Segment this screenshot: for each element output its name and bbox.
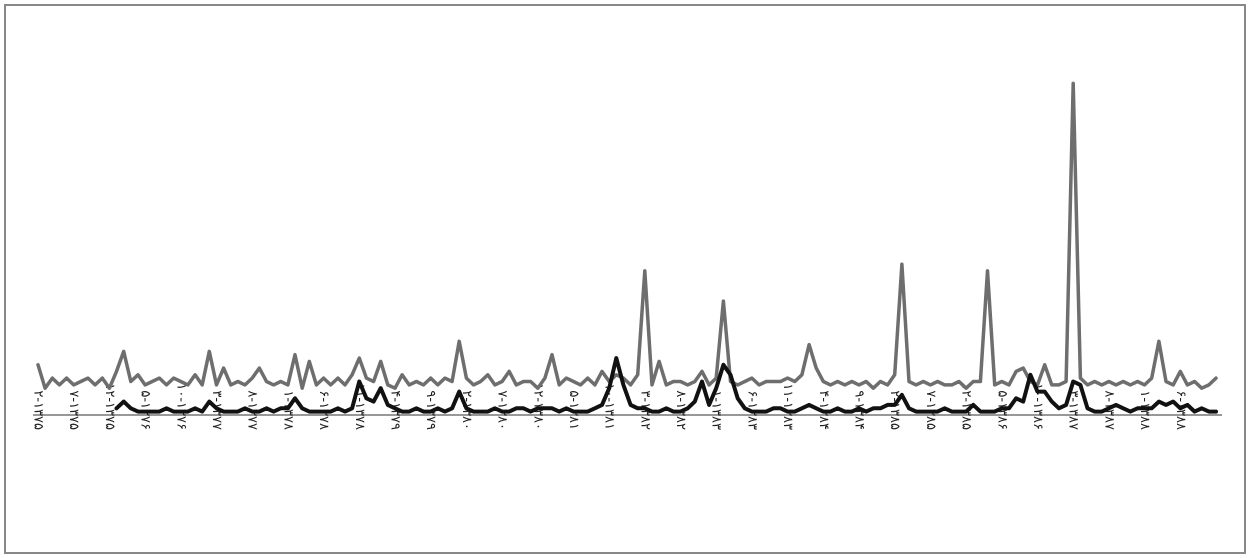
- x-tick-label: ۷-۱۳۷۵: [66, 390, 81, 430]
- x-tick-label: ۱۱-۱۳۸۳: [780, 383, 795, 430]
- x-tick-label: ۱۲-۱۳۷۵: [102, 383, 117, 430]
- chart: ۲-۱۳۷۵۷-۱۳۷۵۱۲-۱۳۷۵۵-۱۳۷۶۱۰-۱۳۷۶۳-۱۳۷۷۸-…: [0, 0, 1250, 558]
- frame: [5, 5, 1245, 553]
- x-tick-label: ۱۰-۱۳۷۶: [173, 383, 188, 430]
- x-tick-label: ۲-۱۳۷۵: [31, 390, 46, 430]
